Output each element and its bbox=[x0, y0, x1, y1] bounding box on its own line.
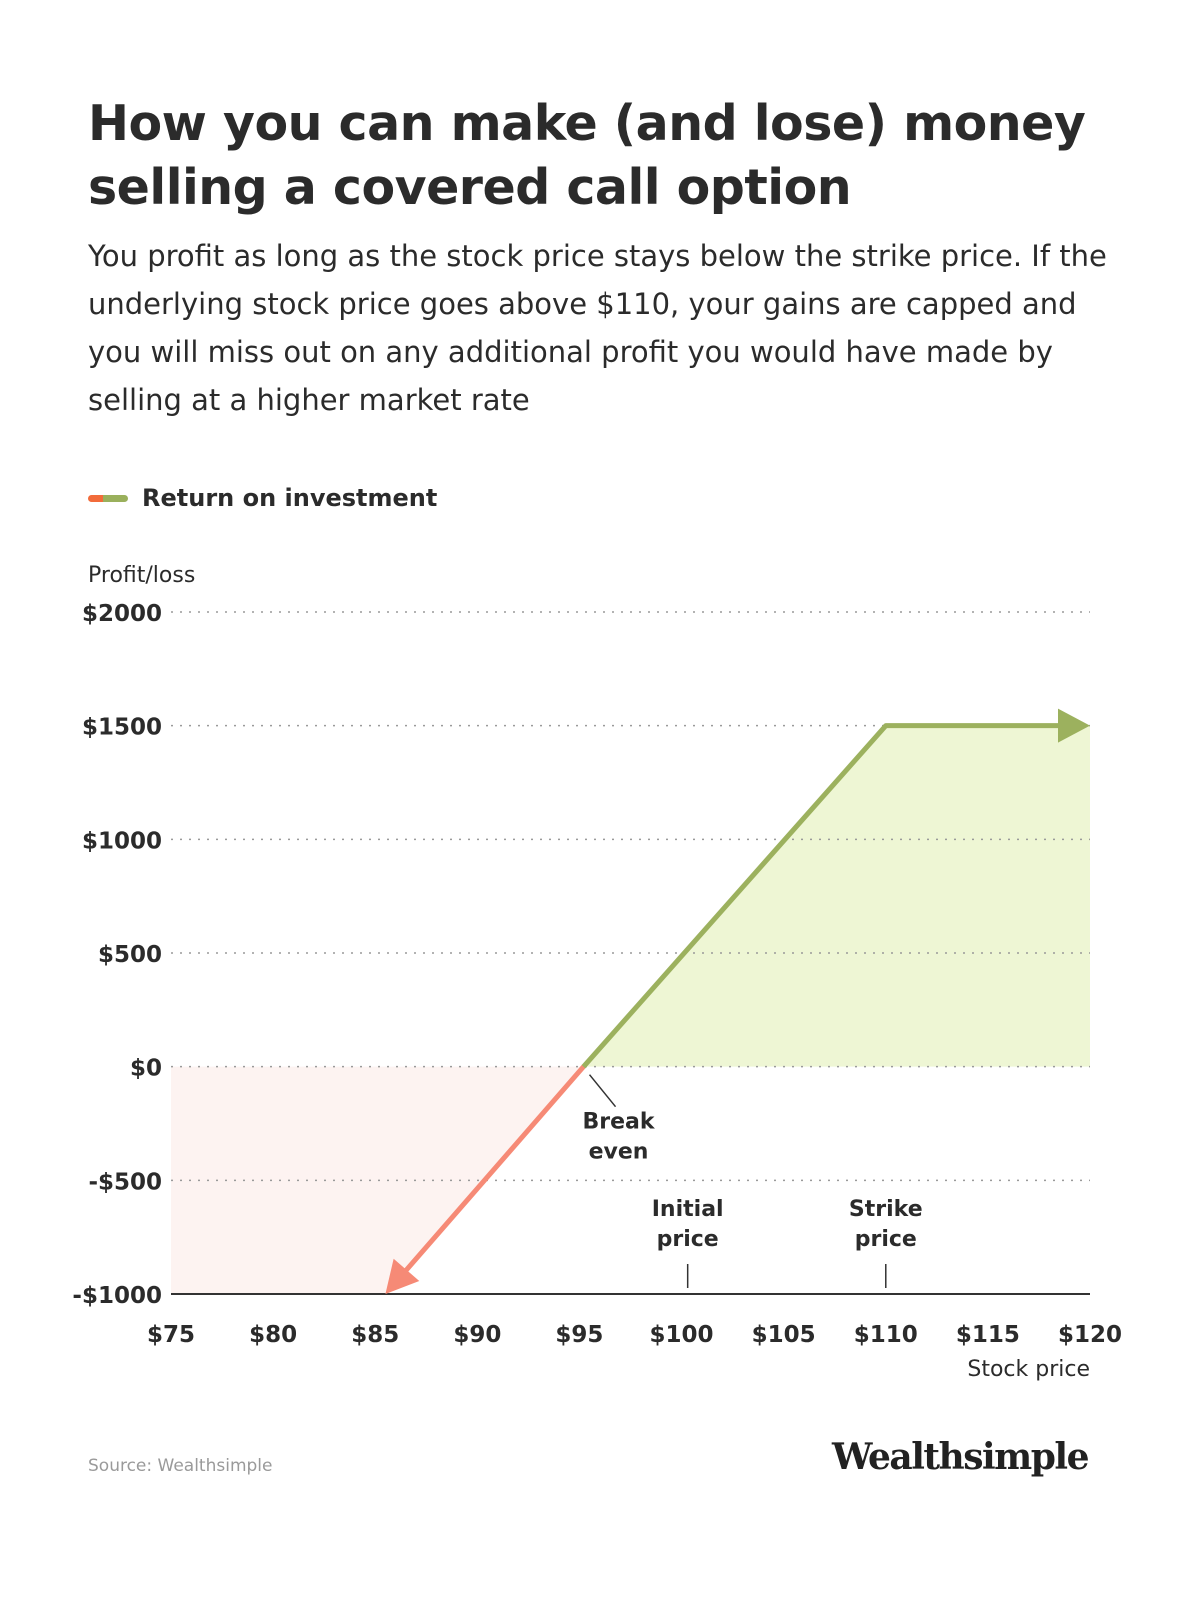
y-tick-label: $1000 bbox=[82, 828, 162, 854]
profit-line bbox=[581, 723, 1062, 1069]
y-axis-label: Profit/loss bbox=[88, 563, 195, 588]
y-tick-label: $2000 bbox=[82, 601, 162, 627]
y-tick-label: $0 bbox=[130, 1056, 162, 1082]
legend-label: Return on investment bbox=[142, 484, 438, 512]
chart-subtitle: You profit as long as the stock price st… bbox=[88, 239, 1107, 417]
profit-arrowhead bbox=[1058, 708, 1090, 743]
legend-swatch bbox=[88, 494, 128, 502]
annotation-leader bbox=[588, 1074, 617, 1108]
x-tick-label: $80 bbox=[249, 1322, 297, 1348]
annotation-label: even bbox=[589, 1140, 649, 1165]
source-note: Source: Wealthsimple bbox=[88, 1456, 273, 1476]
x-tick-label: $85 bbox=[351, 1322, 399, 1348]
x-tick-label: $95 bbox=[555, 1322, 603, 1348]
y-tick-label: -$1000 bbox=[72, 1283, 162, 1309]
annotation-label: price bbox=[855, 1227, 917, 1252]
annotation-label: Initial bbox=[652, 1197, 724, 1222]
y-tick-label: $500 bbox=[98, 942, 162, 968]
brand-logo: Wealthsimple bbox=[832, 1436, 1090, 1478]
x-axis-label: Stock price bbox=[967, 1357, 1090, 1382]
payoff-chart: $2000 $1500 $1000 $500 $0 -$500 -$1000 $75 $80 $8… bbox=[72, 563, 1122, 1382]
y-tick-label: $1500 bbox=[82, 715, 162, 741]
legend-swatch-profit-segment bbox=[103, 494, 128, 502]
annotation-label: price bbox=[657, 1227, 719, 1252]
y-tick-label: -$500 bbox=[88, 1169, 162, 1195]
legend: Return on investment bbox=[88, 484, 437, 512]
legend-swatch-loss-segment bbox=[88, 494, 103, 502]
loss-area bbox=[171, 1066, 584, 1294]
x-tick-label: $75 bbox=[147, 1322, 195, 1348]
loss-arrowhead bbox=[385, 1258, 420, 1294]
x-tick-label: $115 bbox=[956, 1322, 1020, 1348]
x-tick-label: $105 bbox=[752, 1322, 816, 1348]
profit-area bbox=[583, 725, 1090, 1067]
loss-line bbox=[402, 1064, 587, 1274]
annotation-label: Break bbox=[583, 1110, 656, 1135]
chart-title: How you can make (and lose) money sellin… bbox=[88, 95, 1086, 216]
x-tick-label: $110 bbox=[854, 1322, 918, 1348]
x-tick-label: $120 bbox=[1058, 1322, 1122, 1348]
annotation-label: Strike bbox=[849, 1197, 923, 1222]
x-tick-label: $100 bbox=[650, 1322, 714, 1348]
x-tick-label: $90 bbox=[453, 1322, 501, 1348]
